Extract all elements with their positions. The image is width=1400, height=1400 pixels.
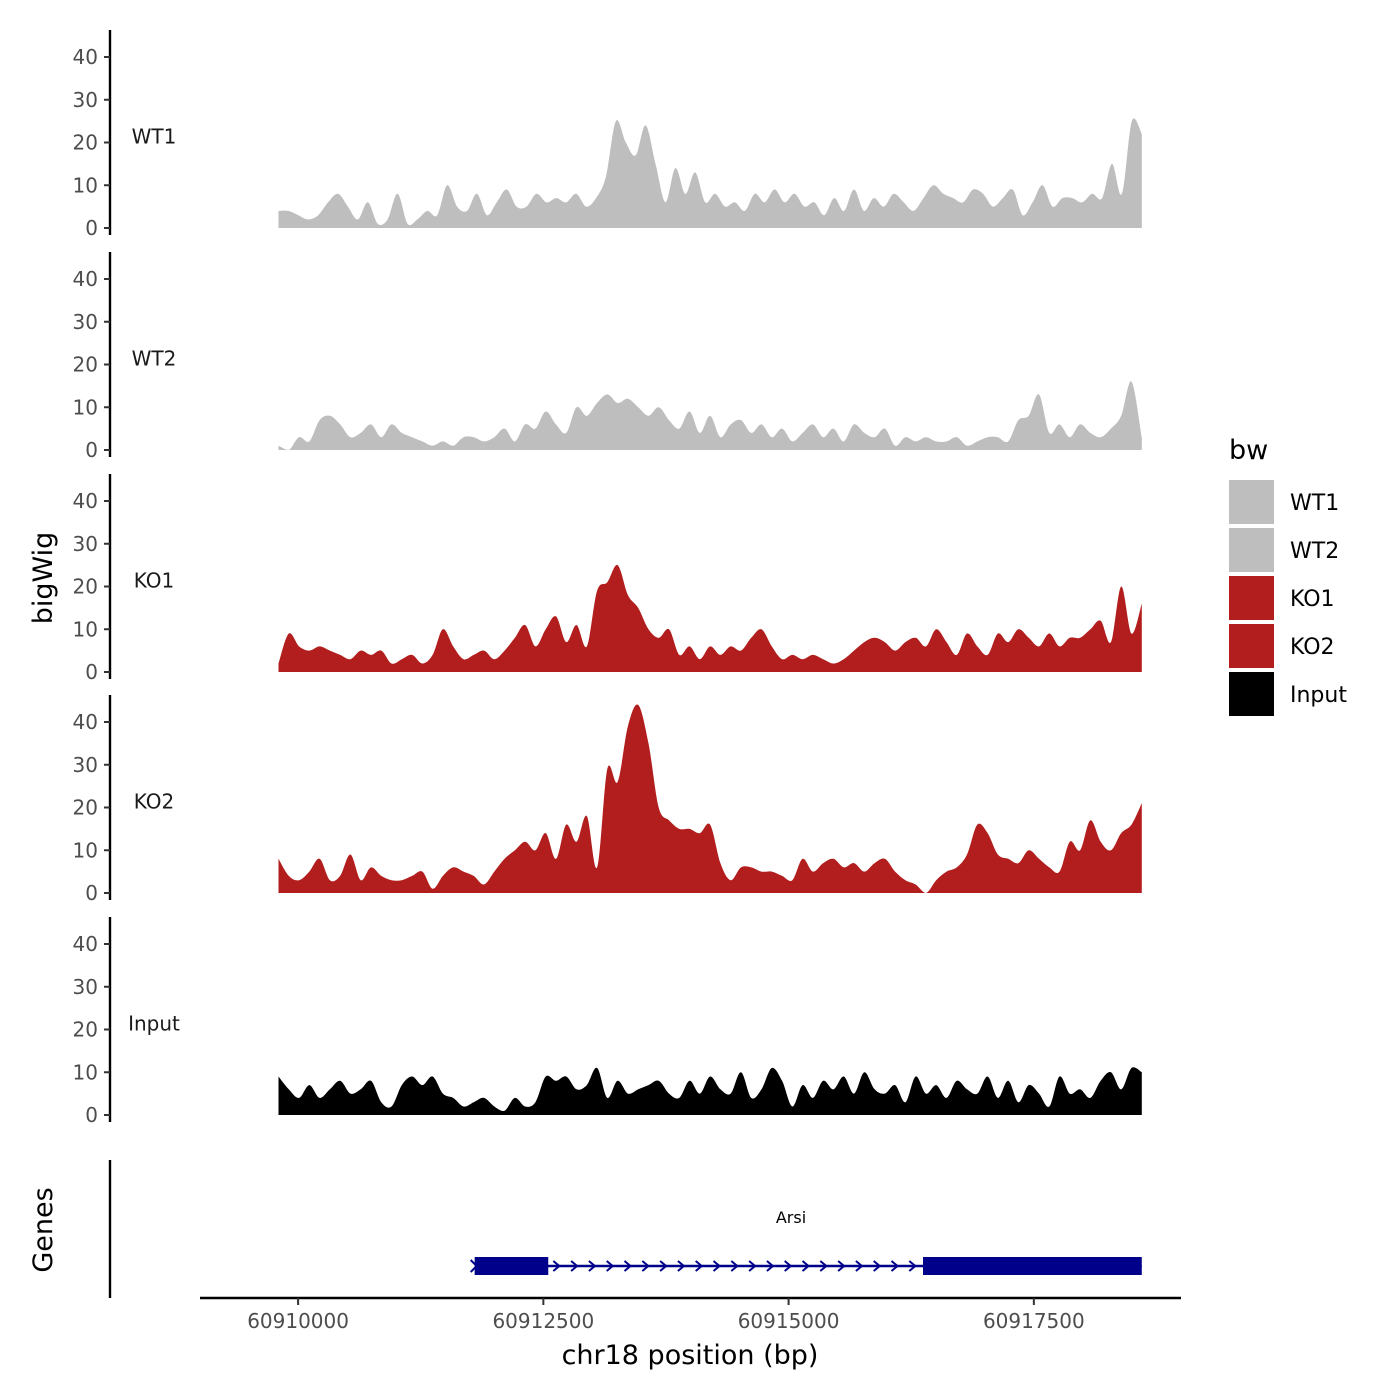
strand-arrow bbox=[641, 1260, 650, 1272]
signal-area-input bbox=[278, 1067, 1142, 1115]
y-tick-label: 30 bbox=[73, 532, 98, 556]
track-label-wt1: WT1 bbox=[132, 125, 177, 149]
legend-label-input: Input bbox=[1290, 683, 1347, 708]
legend-label-ko2: KO2 bbox=[1290, 635, 1335, 660]
y-tick-label: 0 bbox=[85, 1103, 98, 1127]
gene-name-label: Arsi bbox=[776, 1208, 806, 1227]
y-tick-label: 30 bbox=[73, 753, 98, 777]
legend-title: bw bbox=[1229, 435, 1268, 466]
genes-axis-title: Genes bbox=[28, 1187, 59, 1272]
strand-arrow bbox=[748, 1260, 757, 1272]
x-tick-label: 60917500 bbox=[983, 1309, 1085, 1333]
legend-key-wt2 bbox=[1229, 528, 1274, 572]
y-tick-label: 10 bbox=[73, 395, 98, 419]
x-tick-label: 60915000 bbox=[738, 1309, 840, 1333]
legend-key-wt1 bbox=[1229, 480, 1274, 524]
gene-track-panel: Arsi bbox=[108, 1160, 1142, 1298]
x-tick-label: 60910000 bbox=[247, 1309, 349, 1333]
y-tick-label: 20 bbox=[73, 796, 98, 820]
strand-arrow bbox=[890, 1260, 900, 1272]
signal-area-ko2 bbox=[278, 704, 1142, 893]
y-tick-label: 40 bbox=[73, 710, 98, 734]
y-axis-title: bigWig bbox=[28, 532, 59, 625]
gene-exon-1 bbox=[474, 1257, 549, 1275]
track-label-ko1: KO1 bbox=[134, 569, 175, 593]
track-label-ko2: KO2 bbox=[134, 790, 175, 814]
y-tick-label: 40 bbox=[73, 932, 98, 956]
y-tick-label: 40 bbox=[73, 489, 98, 513]
strand-arrow bbox=[588, 1260, 597, 1272]
signal-area-wt2 bbox=[278, 381, 1142, 450]
track-input: 0 10 20 30 40 Input bbox=[73, 917, 1142, 1127]
y-tick-label: 40 bbox=[73, 45, 98, 69]
strand-arrow bbox=[695, 1260, 704, 1272]
y-tick-label: 0 bbox=[85, 660, 98, 684]
y-tick-label: 0 bbox=[85, 438, 98, 462]
y-tick-label: 40 bbox=[73, 267, 98, 291]
legend-key-ko2 bbox=[1229, 624, 1274, 668]
track-label-wt2: WT2 bbox=[132, 347, 177, 371]
legend-key-ko1 bbox=[1229, 576, 1274, 620]
y-tick-label: 30 bbox=[73, 88, 98, 112]
y-tick-label: 0 bbox=[85, 881, 98, 905]
y-tick-label: 0 bbox=[85, 216, 98, 240]
strand-arrow bbox=[712, 1260, 722, 1272]
y-tick-label: 30 bbox=[73, 310, 98, 334]
strand-arrow bbox=[819, 1260, 828, 1272]
track-ko1: 0 10 20 30 40 KO1 bbox=[73, 474, 1142, 684]
strand-arrow bbox=[766, 1260, 775, 1272]
strand-arrow bbox=[677, 1260, 686, 1272]
strand-arrow bbox=[606, 1260, 615, 1272]
y-tick-label: 10 bbox=[73, 838, 98, 862]
y-tick-label: 20 bbox=[73, 353, 98, 377]
track-label-input: Input bbox=[128, 1012, 180, 1036]
legend: bw WT1 WT2 KO1 KO2 Input bbox=[1229, 435, 1347, 716]
y-tick-label: 10 bbox=[73, 173, 98, 197]
signal-area-ko1 bbox=[278, 564, 1142, 672]
y-tick-label: 20 bbox=[73, 575, 98, 599]
track-wt1: 0 10 20 30 40 WT1 bbox=[73, 30, 1142, 240]
y-tick-label: 10 bbox=[73, 1060, 98, 1084]
track-panels: 0 10 20 30 40 WT1 0 10 20 30 40 WT2 0 10 20 30 40 KO1 0 10 2… bbox=[73, 30, 1142, 1127]
strand-arrow bbox=[570, 1260, 579, 1272]
x-axis-title: chr18 position (bp) bbox=[562, 1340, 819, 1371]
legend-label-wt1: WT1 bbox=[1290, 491, 1339, 516]
strand-arrow bbox=[873, 1260, 882, 1272]
strand-arrow bbox=[837, 1260, 846, 1272]
strand-arrow bbox=[801, 1260, 811, 1272]
strand-arrow bbox=[855, 1260, 864, 1272]
y-tick-label: 20 bbox=[73, 1018, 98, 1042]
x-tick-label: 60912500 bbox=[492, 1309, 594, 1333]
strand-arrow bbox=[908, 1260, 917, 1272]
y-tick-label: 30 bbox=[73, 975, 98, 999]
x-axis: 60910000 60912500 60915000 60917500 bbox=[200, 1296, 1181, 1333]
y-tick-label: 20 bbox=[73, 131, 98, 155]
strand-arrow bbox=[659, 1260, 668, 1272]
legend-label-ko1: KO1 bbox=[1290, 587, 1335, 612]
gene-exon-2 bbox=[922, 1257, 1142, 1275]
signal-area-wt1 bbox=[278, 118, 1142, 228]
strand-arrow bbox=[784, 1260, 793, 1272]
strand-arrow bbox=[623, 1260, 633, 1272]
track-wt2: 0 10 20 30 40 WT2 bbox=[73, 252, 1142, 462]
track-ko2: 0 10 20 30 40 KO2 bbox=[73, 695, 1142, 905]
strand-arrow bbox=[552, 1260, 561, 1272]
legend-key-input bbox=[1229, 672, 1274, 716]
y-tick-label: 10 bbox=[73, 617, 98, 641]
strand-arrow bbox=[730, 1260, 739, 1272]
legend-label-wt2: WT2 bbox=[1290, 539, 1339, 564]
